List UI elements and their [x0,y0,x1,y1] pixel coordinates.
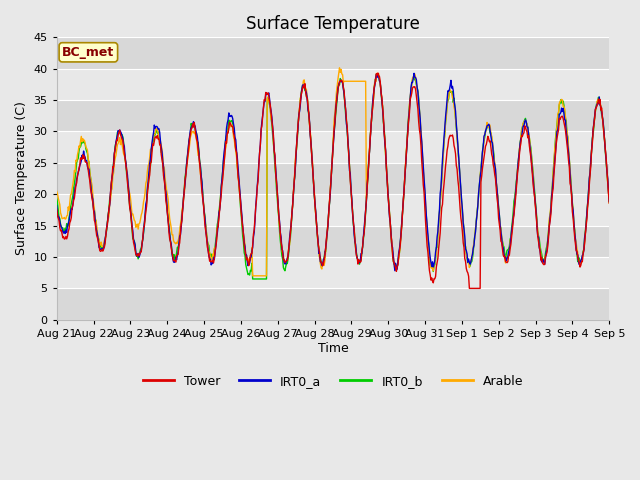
IRT0_b [605,199,613,204]
Tower [605,200,613,206]
Tower [176,240,184,246]
Tower [374,70,382,76]
Arable [63,213,70,219]
IRT0_b [53,195,61,201]
Tower [53,206,61,212]
IRT0_b [176,234,184,240]
Bar [57,37,609,69]
Line: Arable: Arable [57,68,609,276]
Arable [605,200,613,206]
IRT0_a [53,203,61,209]
IRT0_b [402,161,410,167]
Arable [176,228,184,233]
Arable [249,273,257,279]
Bar [57,226,609,257]
Tower [417,143,425,149]
Y-axis label: Surface Temperature (C): Surface Temperature (C) [15,102,28,255]
X-axis label: Time: Time [317,342,348,355]
Arable [53,188,61,194]
IRT0_b [120,139,127,145]
IRT0_a [176,233,184,239]
IRT0_a [605,199,613,204]
Title: Surface Temperature: Surface Temperature [246,15,420,33]
Tower [205,252,212,258]
Arable [418,140,426,145]
IRT0_b [205,242,212,248]
Bar [57,132,609,163]
Line: IRT0_a: IRT0_a [57,73,609,271]
Bar [57,163,609,194]
Bar [57,69,609,100]
Line: IRT0_b: IRT0_b [57,74,609,279]
IRT0_b [249,276,257,282]
Arable [335,65,343,71]
Arable [205,250,212,256]
IRT0_a [120,141,127,147]
Legend: Tower, IRT0_a, IRT0_b, Arable: Tower, IRT0_a, IRT0_b, Arable [138,370,529,393]
Tower [401,173,409,179]
Tower [465,286,473,291]
IRT0_b [418,143,426,148]
Arable [120,151,127,156]
IRT0_a [418,138,426,144]
IRT0_a [63,229,70,235]
IRT0_a [410,71,418,76]
Bar [57,100,609,132]
IRT0_b [63,221,70,227]
Bar [57,288,609,320]
Text: BC_met: BC_met [62,46,115,59]
IRT0_a [205,253,212,259]
Tower [63,236,70,242]
Bar [57,194,609,226]
Arable [402,160,410,166]
IRT0_b [372,71,380,77]
Bar [57,257,609,288]
IRT0_a [391,268,399,274]
Line: Tower: Tower [57,73,609,288]
IRT0_a [401,174,409,180]
Tower [120,144,127,149]
